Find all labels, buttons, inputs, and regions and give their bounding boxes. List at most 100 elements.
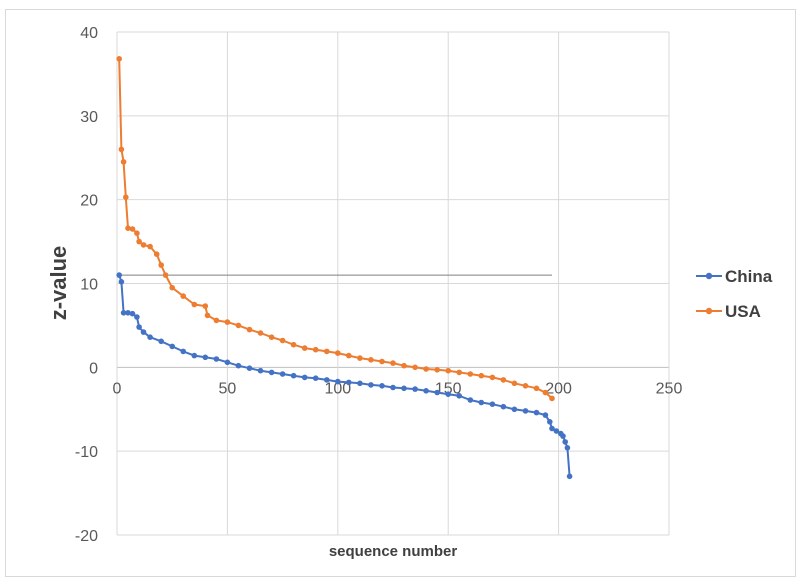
data-point-china [542,412,549,418]
data-point-china [169,343,175,350]
data-point-china [224,359,231,366]
data-point-china [390,384,396,391]
y-tick-labels: -20 -10 0 10 20 30 40 [75,25,98,545]
x-tick-label: 50 [219,380,237,397]
data-point-usa [202,303,209,309]
data-point-china [118,279,125,285]
data-point-china [129,310,136,317]
data-point-usa [213,317,220,324]
data-point-usa [434,367,441,373]
data-point-china [562,439,568,445]
data-point-china [533,409,540,416]
data-point-usa [335,350,341,356]
legend-item-china: China [696,267,773,286]
data-point-usa [500,377,507,383]
data-point-china [235,362,242,369]
data-point-usa [204,312,211,319]
data-point-china [140,329,147,335]
data-point-usa [467,371,474,377]
legend-swatch-marker [705,307,713,315]
legend: China USA [696,267,773,321]
legend-label: China [725,267,773,286]
data-point-china [116,272,122,278]
data-point-usa [412,364,418,371]
data-point-china [120,310,127,316]
x-tick-label: 0 [113,380,122,397]
data-point-usa [312,346,319,353]
x-tick-label: 250 [656,380,683,397]
data-point-china [560,433,566,439]
data-point-china [335,378,341,385]
data-point-usa [279,337,286,344]
data-point-usa [456,369,463,376]
data-point-usa [290,341,297,348]
data-point-usa [120,159,127,165]
data-point-usa [147,243,153,250]
data-point-china [412,386,418,392]
data-point-usa [125,225,131,231]
data-point-china [379,383,385,389]
data-point-usa [246,326,253,333]
data-point-usa [445,367,452,374]
data-point-usa [423,366,429,372]
data-point-china [566,473,573,480]
data-point-usa [268,334,275,341]
x-axis-title: sequence number [329,543,458,560]
data-point-usa [511,380,518,387]
data-point-usa [257,330,264,336]
data-point-china [279,371,286,377]
data-point-usa [542,389,549,396]
data-point-china [257,367,264,374]
data-point-china [324,377,330,383]
data-point-china [564,445,571,451]
grid-lines [116,31,670,536]
chart-frame [5,9,796,577]
x-tick-label: 200 [545,380,572,397]
data-point-china [246,365,253,372]
data-point-usa [346,352,352,359]
data-point-usa [134,230,140,236]
data-point-usa [129,226,136,232]
y-tick-label: -20 [75,528,98,545]
data-point-china [125,310,131,316]
data-point-usa [158,262,164,268]
data-point-china [134,314,140,320]
data-point-usa [301,345,308,351]
data-point-usa [162,272,169,278]
y-tick-label: 10 [80,277,98,294]
data-point-china [136,324,142,330]
data-point-usa [368,357,374,363]
y-tick-label: 0 [89,360,98,377]
data-point-china [312,375,319,382]
data-point-china [268,369,275,376]
data-point-usa [549,395,555,402]
data-point-china [500,403,507,410]
data-point-china [522,408,529,414]
data-point-usa [357,355,363,361]
series-usa [116,56,555,402]
data-point-usa [522,383,529,389]
data-point-china [401,385,407,392]
data-point-china [553,428,560,434]
data-point-china [290,372,297,379]
data-point-china [191,352,198,359]
data-point-usa [180,293,186,299]
data-point-usa [533,385,540,392]
data-point-china [478,399,485,406]
data-point-china [434,389,441,396]
y-tick-label: -10 [75,444,98,461]
series-china [116,272,573,480]
legend-item-usa: USA [696,302,761,321]
data-point-usa [235,322,242,329]
data-point-china [301,374,308,381]
y-tick-label: 20 [80,193,98,210]
data-point-usa [123,194,129,200]
series-line-china [118,274,571,477]
data-point-china [489,401,496,408]
data-point-usa [169,284,175,291]
data-point-china [357,380,363,387]
data-point-china [445,391,452,398]
data-point-china [180,348,186,355]
series-group [116,56,573,480]
